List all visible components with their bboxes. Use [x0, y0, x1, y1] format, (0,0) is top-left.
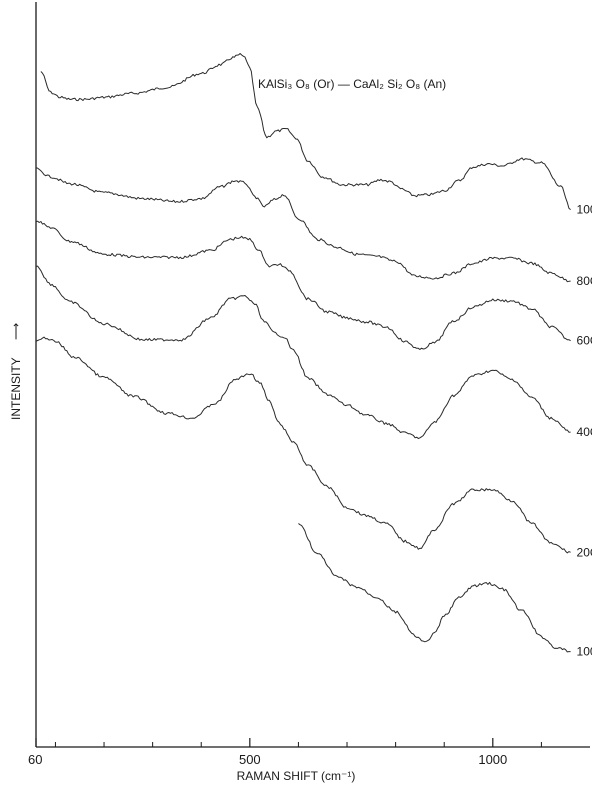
- x-axis-title: RAMAN SHIFT (cm⁻¹): [237, 769, 356, 783]
- spectrum-line: [36, 221, 571, 349]
- x-tick-label: 60: [28, 752, 42, 767]
- spectrum-line: [298, 524, 570, 652]
- y-axis-arrow: ⟶: [9, 323, 23, 340]
- x-axis-ticks: 60 500 1000: [28, 738, 541, 767]
- series-label: 60Or·40An: [577, 334, 592, 348]
- spectrum-line: [36, 168, 571, 282]
- series-label: 80Or·20An: [577, 274, 592, 288]
- series-label: 100 Or: [577, 203, 592, 217]
- y-axis-title: INTENSITY: [9, 357, 23, 420]
- y-axis-title-group: INTENSITY ⟶: [9, 323, 23, 420]
- series-label: 20Or·80An: [577, 545, 592, 559]
- axes: [36, 2, 590, 747]
- spectrum-line: [36, 266, 571, 438]
- chart-title: KAlSi₃ O₈ (Or) — CaAl₂ Si₂ O₈ (An): [258, 77, 446, 91]
- series-label: 100An: [577, 645, 592, 659]
- series-label: 40Or·60An: [577, 425, 592, 439]
- x-tick-label: 500: [239, 752, 261, 767]
- series-labels: 100 Or 80Or·20An 60Or·40An 40Or·60An 20Or·80…: [577, 203, 592, 659]
- spectra-traces: [36, 54, 571, 652]
- x-tick-label: 1000: [478, 752, 507, 767]
